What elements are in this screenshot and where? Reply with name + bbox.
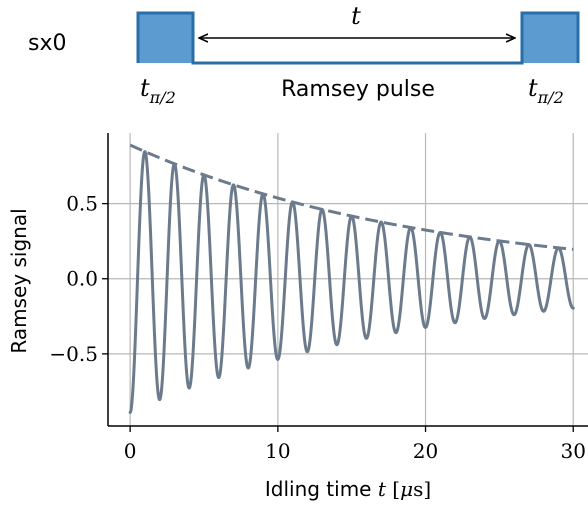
y-ticks: −0.5 0.0 0.5 [49,192,108,366]
x-axis-label-open: [ [386,477,400,501]
left-pulse-label-base: t [140,74,150,102]
x-tick-label: 10 [265,439,290,463]
right-pulse [522,13,578,63]
y-tick-label: −0.5 [49,342,98,366]
right-pulse-label-base: t [528,74,538,102]
pulse-diagram: sx0 t tπ/2 Ramsey pulse tπ/2 [28,2,580,107]
x-tick-label: 20 [413,439,438,463]
interval-label: t [351,2,361,30]
channel-label: sx0 [28,31,66,56]
left-pulse [138,13,193,63]
grid-lines [108,133,588,426]
right-pulse-label: tπ/2 [528,74,564,107]
left-pulse-label-sub: π/2 [149,88,176,107]
plot-frame [107,133,588,427]
x-axis-label-rest: s] [413,477,431,501]
x-tick-label: 0 [124,439,137,463]
right-pulse-label-sub: π/2 [537,88,564,107]
x-tick-label: 30 [561,439,586,463]
pulse-sequence-line [136,11,580,65]
x-ticks: 0 10 20 30 [124,426,586,463]
x-axis-label-var: t [378,477,387,501]
x-axis-label-mu: μ [400,477,413,501]
y-tick-label: 0.0 [66,267,98,291]
x-axis-label: Idling time t [μs] [265,477,431,501]
center-label: Ramsey pulse [281,77,435,102]
ramsey-chart: 0 10 20 30 −0.5 0.0 0.5 Idling time t [μs] Ra… [7,133,588,501]
left-pulse-label: tπ/2 [140,74,176,107]
ramsey-signal-line [128,150,575,414]
series-layer [128,143,575,414]
y-tick-label: 0.5 [66,192,98,216]
y-axis-label: Ramsey signal [7,208,31,353]
x-axis-label-prefix: Idling time [265,477,378,501]
decay-envelope-line [128,143,575,251]
